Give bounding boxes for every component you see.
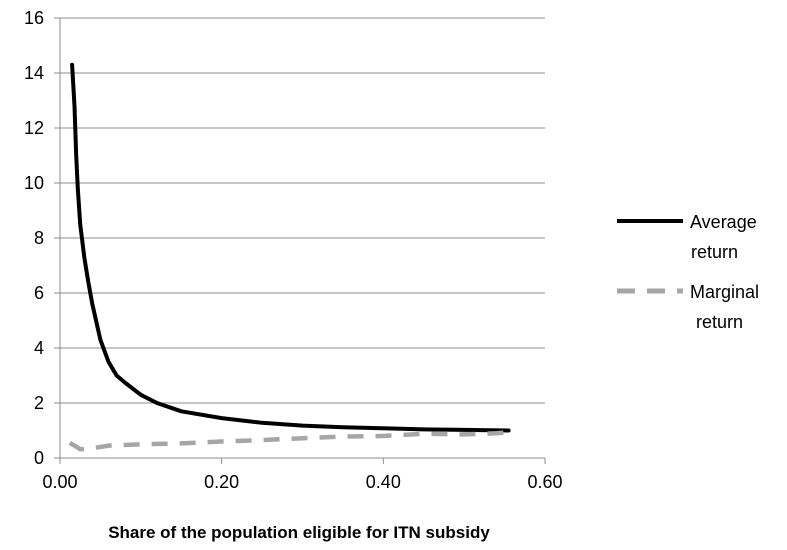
x-tick-label: 0.00 bbox=[42, 472, 77, 492]
legend-label: Marginal bbox=[690, 282, 759, 302]
x-axis-label: Share of the population eligible for ITN… bbox=[108, 523, 490, 542]
gridlines bbox=[60, 17, 545, 404]
legend: Average return Marginal return bbox=[617, 212, 759, 332]
x-tick-label: 0.60 bbox=[527, 472, 562, 492]
legend-label: Average bbox=[690, 212, 757, 232]
axes bbox=[54, 17, 546, 464]
y-tick-label: 0 bbox=[34, 448, 44, 468]
y-tick-label: 10 bbox=[24, 173, 44, 193]
x-tick-label: 0.40 bbox=[366, 472, 401, 492]
legend-label: return bbox=[691, 242, 738, 262]
y-tick-label: 2 bbox=[34, 393, 44, 413]
legend-label: return bbox=[696, 312, 743, 332]
x-tick-labels: 0.00 0.20 0.40 0.60 bbox=[42, 472, 562, 492]
y-tick-label: 8 bbox=[34, 228, 44, 248]
y-tick-label: 14 bbox=[24, 63, 44, 83]
y-tick-labels: 0 2 4 6 8 10 12 14 16 bbox=[24, 8, 44, 468]
y-tick-label: 16 bbox=[24, 8, 44, 28]
y-tick-label: 4 bbox=[34, 338, 44, 358]
series-line-average-return bbox=[70, 62, 511, 433]
y-tick-label: 6 bbox=[34, 283, 44, 303]
y-tick-label: 12 bbox=[24, 118, 44, 138]
x-tick-label: 0.20 bbox=[204, 472, 239, 492]
series-line-marginal-return bbox=[68, 430, 505, 452]
series-lines bbox=[68, 62, 511, 452]
